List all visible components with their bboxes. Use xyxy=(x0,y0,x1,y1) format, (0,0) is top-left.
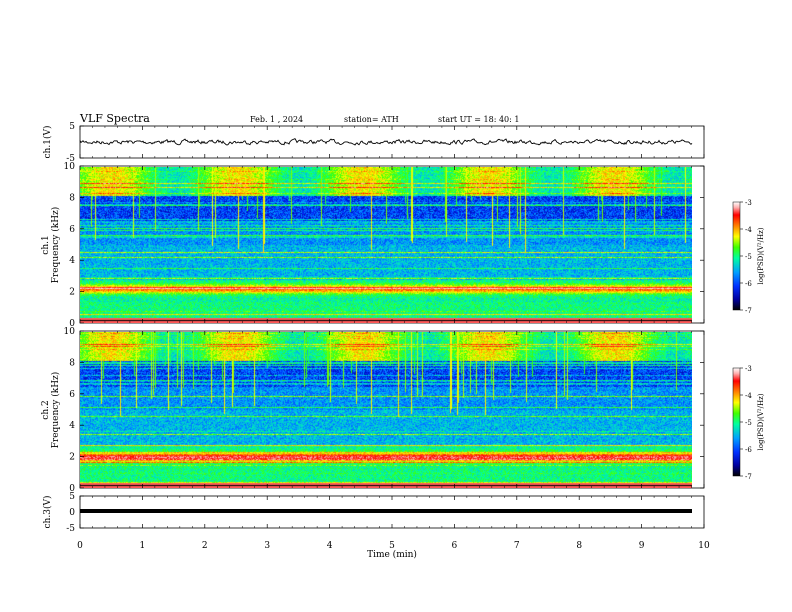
colorbar-tick-label: -4 xyxy=(745,226,752,234)
ch1-colorbar xyxy=(732,201,741,311)
x-tick-label: 10 xyxy=(698,541,710,551)
ch2-spectrogram-ylabel-line1: ch.2 xyxy=(41,400,51,419)
date-label: Feb. 1 , 2024 xyxy=(250,115,304,124)
colorbar-tick-label: -5 xyxy=(745,419,752,427)
y-tick-label: 6 xyxy=(69,390,75,400)
ch1-spectrogram-ylabel-line1: ch.1 xyxy=(41,235,51,254)
ch1-waveform-ylabel: ch.1(V) xyxy=(42,126,53,159)
ch1-waveform-trace xyxy=(79,138,693,146)
axes-group: 0 1 2 3 4 5 6 7 8 9 10024681002468105-550-5-3-4-5-… xyxy=(64,122,753,551)
x-tick-label: 1 xyxy=(140,541,146,551)
y-tick-label: 10 xyxy=(64,162,76,172)
waveform-y-tick-label: 0 xyxy=(69,508,75,518)
x-tick-label: 7 xyxy=(514,541,520,551)
x-tick-label: 6 xyxy=(452,541,458,551)
y-tick-label: 0 xyxy=(69,319,75,329)
waveform-y-tick-label: 5 xyxy=(69,492,75,502)
colorbar-tick-label: -6 xyxy=(745,280,752,288)
ch3-waveform-ylabel: ch.3(V) xyxy=(42,496,53,529)
ch2-spectrogram-ylabel-line2: Frequency (kHz) xyxy=(50,372,61,449)
ch2-colorbar-label: log(PSD)(V²/Hz) xyxy=(757,393,765,450)
y-tick-label: 2 xyxy=(69,288,75,298)
chart-title: VLF Spectra xyxy=(80,112,150,125)
x-tick-label: 3 xyxy=(264,541,270,551)
x-tick-label: 9 xyxy=(639,541,645,551)
y-tick-label: 10 xyxy=(64,327,76,337)
ch2-spectrogram-image xyxy=(80,332,692,488)
x-tick-label: 2 xyxy=(202,541,208,551)
y-tick-label: 8 xyxy=(69,193,75,203)
ch3-waveform-trace xyxy=(80,509,692,513)
y-tick-label: 2 xyxy=(69,453,75,463)
y-tick-label: 4 xyxy=(69,256,75,266)
x-tick-label: 4 xyxy=(327,541,333,551)
waveform-y-tick-label: -5 xyxy=(66,154,75,164)
y-tick-label: 6 xyxy=(69,225,75,235)
colorbar-tick-label: -3 xyxy=(745,365,752,373)
x-tick-label: 5 xyxy=(389,541,395,551)
ch1-spectrogram-ylabel-line2: Frequency (kHz) xyxy=(50,207,61,284)
station-label: station= ATH xyxy=(344,115,399,124)
colorbar-tick-label: -6 xyxy=(745,446,752,454)
x-tick-label: 8 xyxy=(576,541,582,551)
y-tick-label: 0 xyxy=(69,484,75,494)
y-tick-label: 8 xyxy=(69,358,75,368)
x-tick-label: 0 xyxy=(77,541,83,551)
ch1-spectrogram-image xyxy=(80,167,692,323)
y-tick-label: 4 xyxy=(69,421,75,431)
start-ut-label: start UT = 18: 40: 1 xyxy=(438,115,520,124)
ch1-waveform-frame xyxy=(79,125,705,159)
colorbar-tick-label: -5 xyxy=(745,253,752,261)
colorbar-tick-label: -3 xyxy=(745,199,752,207)
colorbar-tick-label: -4 xyxy=(745,392,752,400)
colorbar-tick-label: -7 xyxy=(745,307,752,315)
x-axis-label: Time (min) xyxy=(367,549,417,560)
ch1-colorbar-label: log(PSD)(V²/Hz) xyxy=(757,227,765,284)
colorbar-tick-label: -7 xyxy=(745,473,752,481)
waveform-y-tick-label: -5 xyxy=(66,524,75,534)
waveform-y-tick-label: 5 xyxy=(69,122,75,132)
ch2-colorbar xyxy=(732,367,741,477)
